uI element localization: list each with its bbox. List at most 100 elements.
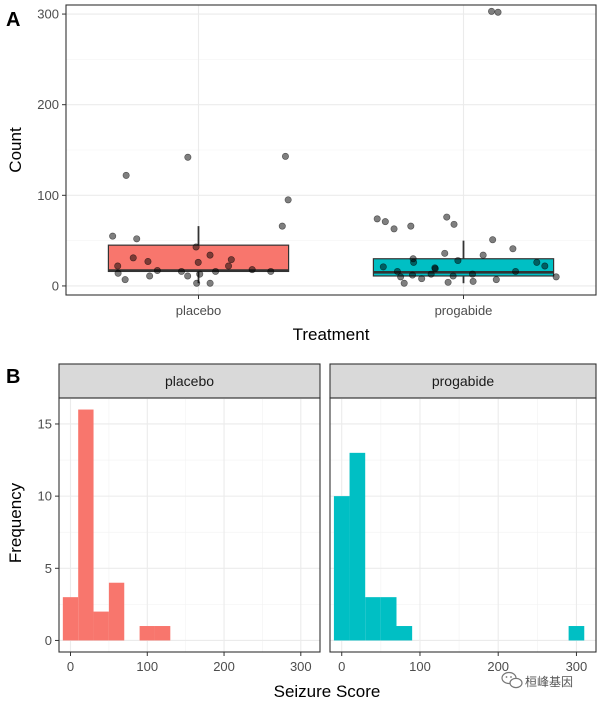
panel-border [58, 397, 321, 653]
data-point [109, 232, 117, 240]
x-tick-label: 100 [409, 659, 431, 674]
data-point [479, 251, 487, 259]
y-tick-label: 200 [37, 97, 59, 112]
data-point [409, 255, 417, 263]
data-point [489, 236, 497, 244]
data-point [153, 267, 161, 275]
data-point [192, 243, 200, 251]
data-point [196, 270, 204, 278]
data-point [509, 245, 517, 253]
data-point [427, 270, 435, 278]
data-point [492, 276, 500, 284]
y-tick-label: 15 [38, 416, 52, 431]
data-point [281, 152, 289, 160]
panel-b-plot: placebo 0 5 10 15 0 100 200 300 progabide 0 100 200 3… [38, 363, 597, 674]
facet-strip-label: progabide [432, 373, 494, 389]
data-point [225, 262, 233, 270]
data-point [227, 256, 235, 264]
x-tick-label: 100 [136, 659, 158, 674]
panel-border [329, 397, 597, 653]
data-point [552, 273, 560, 281]
panel-b-y-axis-title: Frequency [6, 482, 25, 563]
data-point [533, 258, 541, 266]
data-point [122, 171, 130, 179]
histogram-bar [333, 496, 350, 641]
histogram-bar [365, 597, 381, 641]
data-point [393, 267, 401, 275]
panel-b-x-axis-title: Seizure Score [274, 682, 381, 701]
histogram-bar [154, 626, 171, 641]
panel-b-letter: B [6, 366, 20, 388]
x-tick-label: 200 [213, 659, 235, 674]
data-point [373, 215, 381, 223]
facet-strip [329, 363, 597, 399]
data-point [133, 235, 141, 243]
data-point [144, 257, 152, 265]
data-point [441, 249, 449, 257]
data-point [512, 267, 520, 275]
data-point [114, 262, 122, 270]
histogram-bar [62, 597, 79, 641]
data-point [469, 277, 477, 285]
data-point [450, 220, 458, 228]
histogram-bar [349, 452, 366, 641]
data-point [381, 218, 389, 226]
data-point [408, 271, 416, 279]
x-tick-label: 300 [566, 659, 588, 674]
histogram-bar [78, 409, 94, 641]
data-point [488, 7, 496, 15]
data-point [468, 270, 476, 278]
y-tick-label: 0 [52, 278, 59, 293]
histogram-bar [396, 626, 413, 641]
data-point [194, 258, 202, 266]
panel-a-y-axis-title: Count [6, 127, 25, 173]
x-tick-label: 0 [338, 659, 345, 674]
y-tick-label: 100 [37, 188, 59, 203]
data-point [400, 279, 408, 287]
data-point [541, 262, 549, 270]
histogram-bar [139, 626, 155, 641]
data-point [177, 267, 185, 275]
data-point [390, 225, 398, 233]
watermark-text: 桓峰基因 [525, 674, 573, 689]
facet-strip [58, 363, 321, 399]
data-point [206, 251, 214, 259]
data-point [379, 263, 387, 271]
x-tick-label: 300 [290, 659, 312, 674]
data-point [129, 254, 137, 262]
data-point [278, 222, 286, 230]
data-point [267, 267, 275, 275]
data-point [212, 267, 220, 275]
data-point [418, 275, 426, 283]
x-tick-label: 200 [487, 659, 509, 674]
x-tick-label: progabide [435, 303, 493, 318]
facet-strip-label: placebo [165, 373, 214, 389]
data-point [193, 279, 201, 287]
data-point [248, 266, 256, 274]
histogram-bar [108, 582, 125, 641]
data-point [431, 264, 439, 272]
watermark: 桓峰基因 [501, 671, 573, 689]
y-tick-label: 5 [45, 561, 52, 576]
data-point [454, 257, 462, 265]
y-tick-label: 0 [45, 633, 52, 648]
data-point [449, 272, 457, 280]
x-tick-label: placebo [176, 303, 222, 318]
data-point [184, 272, 192, 280]
panel-a-x-axis-title: Treatment [293, 325, 370, 344]
x-tick-label: 0 [67, 659, 74, 674]
data-point [121, 276, 129, 284]
data-point [146, 272, 154, 280]
panel-a-plot: 0 100 200 300 placebo progabide [37, 4, 597, 318]
data-point [114, 269, 122, 277]
box [107, 244, 290, 273]
histogram-bar [93, 611, 109, 641]
data-point [206, 279, 214, 287]
data-point [397, 273, 405, 281]
histogram-bar [380, 597, 397, 641]
data-point [184, 153, 192, 161]
data-point [443, 213, 451, 221]
y-tick-label: 10 [38, 489, 52, 504]
data-point [494, 8, 502, 16]
